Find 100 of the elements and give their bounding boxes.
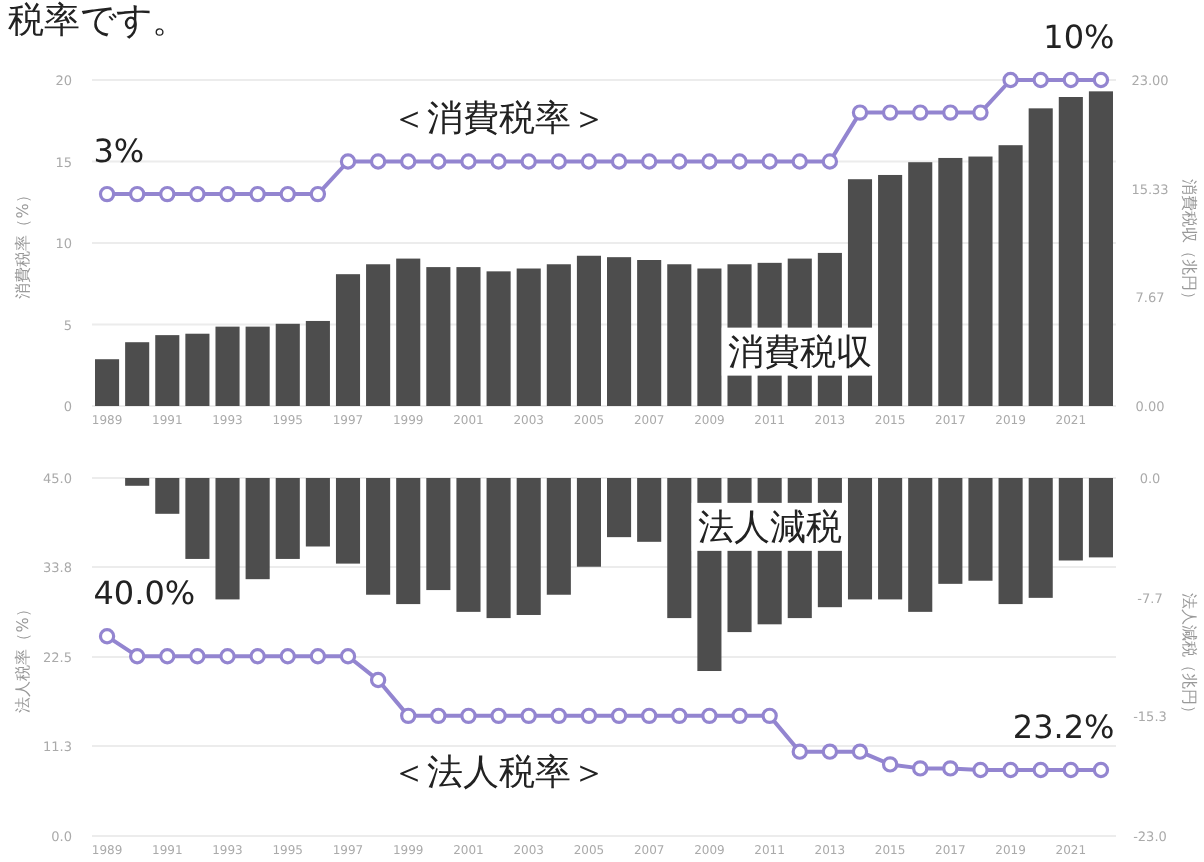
y-axis-title: 消費税率（%） xyxy=(14,187,32,299)
series-label: 法人減税 xyxy=(697,506,842,549)
bar xyxy=(426,267,451,406)
point xyxy=(98,185,116,203)
bar xyxy=(396,258,421,406)
bar xyxy=(697,268,722,406)
point xyxy=(128,648,146,665)
series-label: 消費税収 xyxy=(727,331,872,374)
y2-axis-title: 法人減税（兆円） xyxy=(1180,593,1198,721)
point xyxy=(881,104,899,121)
point xyxy=(1092,761,1110,779)
bar xyxy=(516,268,541,406)
point xyxy=(881,756,899,773)
bar xyxy=(335,274,361,406)
point xyxy=(640,153,658,170)
y2-axis-title: 消費税収（兆円） xyxy=(1180,179,1198,307)
point xyxy=(761,707,778,725)
point xyxy=(1002,761,1019,779)
point xyxy=(972,761,989,779)
point xyxy=(490,707,507,725)
bar xyxy=(95,359,120,406)
bar xyxy=(245,326,270,406)
point xyxy=(550,153,568,170)
point xyxy=(610,153,628,170)
bar xyxy=(125,342,150,406)
point xyxy=(219,648,236,665)
point xyxy=(701,707,718,725)
point xyxy=(972,104,989,121)
bar xyxy=(155,335,180,406)
point xyxy=(309,648,327,665)
bar xyxy=(275,323,300,406)
point xyxy=(460,153,477,170)
bar xyxy=(667,264,692,406)
bar xyxy=(215,326,240,406)
y-axis-title: 法人税率（%） xyxy=(14,601,32,713)
annotation: 40.0% xyxy=(93,574,196,613)
point xyxy=(580,707,598,725)
point xyxy=(1092,71,1110,89)
point xyxy=(430,707,447,725)
bar xyxy=(1028,108,1053,406)
bar xyxy=(546,264,571,406)
point xyxy=(189,648,206,665)
text: 10% xyxy=(1043,18,1115,56)
point xyxy=(249,648,266,665)
point xyxy=(671,153,688,170)
point xyxy=(731,707,748,725)
point xyxy=(430,153,447,170)
point xyxy=(1062,761,1080,779)
bar xyxy=(185,333,210,406)
point xyxy=(1032,71,1049,89)
annotation: 3% xyxy=(93,132,145,171)
point xyxy=(1002,71,1019,89)
point xyxy=(369,153,387,170)
point xyxy=(912,104,929,121)
bar xyxy=(878,174,903,406)
bar xyxy=(637,260,662,406)
point xyxy=(520,707,537,725)
point xyxy=(821,743,839,760)
point xyxy=(189,185,206,203)
point xyxy=(490,153,507,170)
bar xyxy=(1058,97,1083,406)
point xyxy=(851,743,869,760)
point xyxy=(580,153,598,170)
bar xyxy=(607,257,632,406)
bar xyxy=(968,156,993,406)
bar xyxy=(998,145,1023,406)
bar xyxy=(305,320,330,406)
point xyxy=(851,104,869,121)
point xyxy=(761,153,778,170)
point xyxy=(98,628,116,645)
point xyxy=(791,743,808,760)
point xyxy=(460,707,477,725)
point xyxy=(339,153,357,170)
point xyxy=(520,153,537,170)
bar xyxy=(938,157,963,406)
point xyxy=(550,707,568,725)
point xyxy=(671,707,688,725)
bar xyxy=(576,255,601,406)
point xyxy=(640,707,658,725)
series-label: ＜消費税率＞ xyxy=(390,97,607,140)
point xyxy=(610,707,628,725)
point xyxy=(701,153,718,170)
point xyxy=(912,760,929,777)
bar xyxy=(366,264,391,406)
bar xyxy=(456,267,481,406)
point xyxy=(942,760,959,777)
point xyxy=(249,185,266,203)
point xyxy=(309,185,327,203)
point xyxy=(1062,71,1080,89)
point xyxy=(821,153,839,170)
point xyxy=(731,153,748,170)
point xyxy=(128,185,146,203)
point xyxy=(369,671,387,689)
text: 税率です。 xyxy=(8,0,188,42)
point xyxy=(400,707,417,725)
point xyxy=(219,185,236,203)
point xyxy=(400,153,417,170)
bar xyxy=(1088,91,1113,406)
point xyxy=(1032,761,1049,779)
point xyxy=(279,648,296,665)
